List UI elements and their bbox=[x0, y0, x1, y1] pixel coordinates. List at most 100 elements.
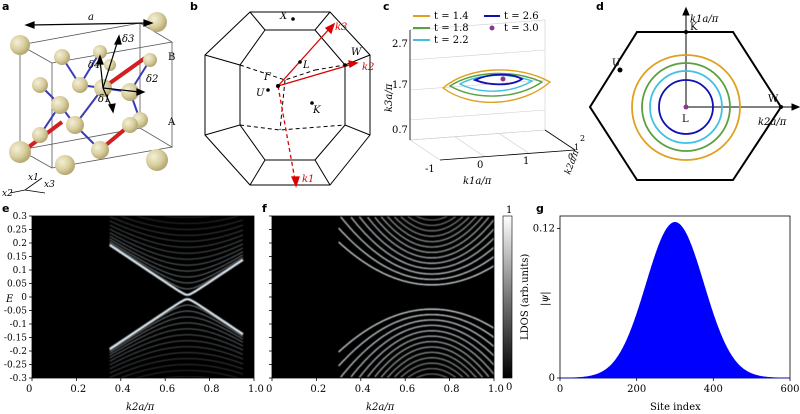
f-band-line bbox=[340, 216, 495, 275]
bz-point-l: L bbox=[302, 60, 310, 71]
c-xt-0: -1 bbox=[425, 164, 435, 175]
e-bands bbox=[109, 215, 244, 379]
e-band-line bbox=[136, 369, 239, 379]
e-band-line bbox=[109, 298, 244, 350]
f-band-line bbox=[367, 335, 495, 378]
e-band-line bbox=[109, 352, 244, 374]
f-band-line bbox=[380, 216, 484, 248]
bz-point-w: W bbox=[351, 47, 362, 58]
e-xlabel: k2a/π bbox=[126, 402, 155, 413]
f-band-line bbox=[338, 313, 495, 367]
delta1-label: δ1 bbox=[98, 94, 110, 105]
panel-d: d K U W L k1a/π k2a/π bbox=[588, 0, 800, 181]
panel-label-a: a bbox=[2, 0, 9, 13]
panel-label-g: g bbox=[536, 202, 544, 215]
d-xlabel: k2a/π bbox=[758, 117, 787, 128]
d-point-w: W bbox=[768, 94, 779, 105]
delta3-label: δ3 bbox=[122, 34, 134, 45]
sublattice-b-label: B bbox=[168, 52, 175, 63]
e-ytick-label: -0.1 bbox=[10, 320, 27, 330]
f-xtick-label: 0 bbox=[266, 384, 272, 395]
f-band-line bbox=[367, 216, 495, 259]
e-ytick-label: -0.3 bbox=[10, 374, 28, 384]
e-ytick-label: 0.05 bbox=[7, 280, 27, 290]
e-ytick-label: -0.2 bbox=[10, 347, 27, 357]
f-band-line bbox=[386, 351, 477, 379]
g-ytick-label: 0.12 bbox=[533, 223, 555, 234]
bz-point-k: K bbox=[312, 105, 321, 116]
e-band-line bbox=[109, 232, 244, 260]
f-band-line bbox=[374, 216, 490, 254]
legend-t18: t = 1.8 bbox=[434, 23, 469, 34]
e-xtick-label: 0 bbox=[26, 384, 32, 395]
e-band-line bbox=[109, 316, 244, 354]
e-ytick-label: 0 bbox=[21, 293, 27, 303]
lattice-constant-label: a bbox=[88, 12, 94, 23]
e-ytick-label: 0.15 bbox=[7, 253, 27, 263]
panel-c: c t = 1.4 t = 1.8 bbox=[383, 0, 585, 187]
c-yt-1: 1 bbox=[574, 143, 579, 152]
e-ytick-label: -0.15 bbox=[4, 334, 27, 344]
f-band-line bbox=[350, 324, 495, 378]
f-band-line bbox=[400, 216, 464, 232]
e-band-line bbox=[164, 375, 211, 379]
g-ylabel: |ψ| bbox=[540, 291, 551, 306]
k3-axis-label: k3 bbox=[335, 22, 347, 33]
f-band-line bbox=[416, 215, 448, 221]
legend-t30: t = 3.0 bbox=[504, 23, 539, 34]
f-band-line bbox=[400, 362, 464, 378]
c-xt-1: 0 bbox=[477, 160, 483, 171]
f-band-line bbox=[358, 330, 495, 378]
f-band-line bbox=[340, 319, 495, 378]
e-band-line bbox=[109, 304, 244, 351]
e-band-line bbox=[109, 242, 244, 284]
legend-t22: t = 2.2 bbox=[434, 35, 469, 46]
e-ylabel: E bbox=[5, 294, 14, 305]
g-xtick-label: 600 bbox=[780, 384, 799, 395]
f-xtick-label: 0.4 bbox=[355, 384, 371, 395]
e-band-line bbox=[109, 240, 244, 278]
f-band-line bbox=[338, 308, 495, 353]
e-xtick-label: 0.8 bbox=[204, 384, 220, 395]
e-band-line bbox=[109, 346, 244, 370]
x2-axis-label: x2 bbox=[2, 189, 13, 199]
f-xtick-label: 0.6 bbox=[399, 384, 415, 395]
e-ytick-label: -0.25 bbox=[4, 361, 27, 371]
f-band-line bbox=[358, 216, 495, 264]
e-heatmap-bg bbox=[32, 216, 254, 378]
f-band-line bbox=[386, 215, 477, 243]
f-band-line bbox=[407, 215, 457, 227]
cbar-tick-top: 1 bbox=[506, 205, 512, 216]
f-xlabel: k2a/π bbox=[366, 402, 395, 413]
f-band-line bbox=[394, 357, 470, 378]
g-xlabel: Site index bbox=[650, 402, 701, 413]
e-band-line bbox=[109, 322, 244, 356]
e-ytick-label: 0.2 bbox=[13, 239, 27, 249]
c-xt-2: 1 bbox=[523, 156, 529, 167]
e-band-line bbox=[109, 244, 244, 296]
f-xtick-label: 0.2 bbox=[310, 384, 326, 395]
k2-axis-label: k2 bbox=[362, 62, 374, 73]
legend-t26: t = 2.6 bbox=[504, 11, 539, 22]
d-point-u: U bbox=[612, 58, 620, 69]
g-xtick-label: 0 bbox=[557, 384, 563, 395]
e-axes: 0 0.2 0.4 0.6 0.8 1.00.30.250.20.150.10.050-0… bbox=[4, 212, 264, 395]
c-zt-0: 2.7 bbox=[392, 39, 408, 50]
d-point-l: L bbox=[682, 114, 689, 125]
panel-label-c: c bbox=[383, 0, 390, 13]
e-band-line bbox=[120, 364, 244, 379]
g-xtick-label: 400 bbox=[704, 384, 723, 395]
e-band-line bbox=[109, 228, 244, 254]
panel-g: g 0 200 400 600 0.12 0 |ψ| Site index bbox=[533, 202, 800, 413]
e-band-line bbox=[136, 215, 239, 225]
f-band-line bbox=[394, 216, 470, 237]
e-band-line bbox=[109, 220, 244, 242]
f-band-line bbox=[374, 340, 490, 378]
e-band-line bbox=[120, 215, 244, 230]
f-band-line bbox=[338, 241, 495, 286]
panel-label-d: d bbox=[596, 0, 604, 13]
panel-label-f: f bbox=[262, 202, 267, 215]
e-band-line bbox=[109, 358, 244, 379]
c-ylabel: k2a/π bbox=[563, 148, 581, 176]
e-band-line bbox=[109, 238, 244, 272]
